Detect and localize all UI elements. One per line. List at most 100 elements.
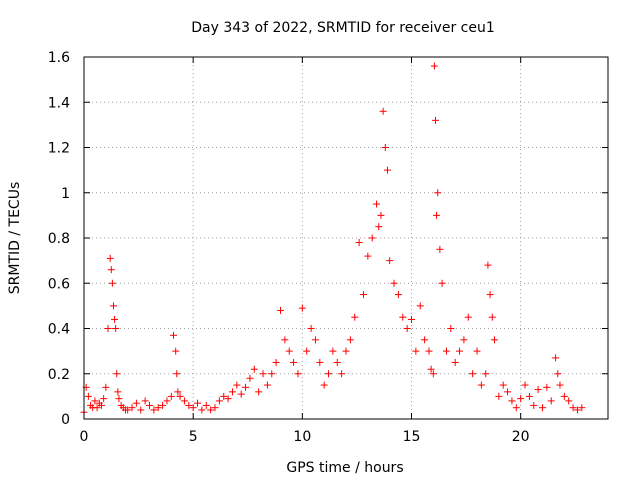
- data-point: [421, 336, 429, 344]
- y-tick-label: 0.8: [48, 231, 70, 247]
- data-point: [189, 404, 197, 412]
- data-point: [338, 370, 346, 378]
- data-point: [508, 397, 516, 405]
- data-point: [436, 245, 444, 253]
- data-point: [578, 404, 586, 412]
- data-point: [408, 315, 415, 323]
- data-point: [137, 406, 145, 414]
- y-tick-label: 0: [61, 412, 70, 428]
- data-point: [246, 374, 254, 382]
- x-tick-label: 5: [189, 429, 198, 445]
- x-tick-label: 20: [512, 429, 530, 445]
- data-point: [412, 347, 420, 355]
- y-tick-label: 0.6: [48, 276, 70, 292]
- data-point: [146, 401, 153, 409]
- data-point: [97, 401, 105, 409]
- data-point: [228, 388, 236, 396]
- data-point: [176, 392, 184, 400]
- data-point: [484, 261, 492, 269]
- data-point: [100, 395, 108, 403]
- x-tick-label: 0: [80, 429, 89, 445]
- data-point: [364, 252, 372, 260]
- data-point: [255, 388, 263, 396]
- data-point: [220, 392, 228, 400]
- data-point: [114, 388, 122, 396]
- data-point: [499, 381, 507, 389]
- data-point: [298, 304, 306, 312]
- data-point: [543, 383, 551, 391]
- data-point: [517, 395, 525, 403]
- data-point: [346, 336, 354, 344]
- data-point: [433, 211, 441, 219]
- x-tick-label: 15: [403, 429, 421, 445]
- data-point: [432, 116, 440, 124]
- data-point: [342, 347, 350, 355]
- data-point: [434, 189, 442, 197]
- data-series: [80, 62, 586, 416]
- data-point: [430, 62, 438, 70]
- data-point: [124, 406, 132, 414]
- data-point: [174, 388, 182, 396]
- y-tick-label: 1.6: [48, 50, 70, 66]
- plot-frame: [83, 56, 609, 420]
- data-point: [211, 404, 219, 412]
- data-point: [102, 383, 110, 391]
- y-tick-label: 0.4: [48, 322, 70, 338]
- data-point: [573, 406, 581, 414]
- data-point: [425, 347, 433, 355]
- y-tick-label: 1.2: [48, 141, 70, 157]
- data-point: [554, 370, 562, 378]
- data-point: [447, 325, 455, 332]
- data-point: [84, 392, 92, 400]
- data-point: [427, 365, 435, 373]
- y-tick-label: 1: [61, 186, 70, 202]
- data-point: [109, 302, 117, 310]
- data-point: [394, 291, 402, 299]
- data-point: [473, 347, 481, 355]
- data-point: [290, 358, 298, 366]
- data-point: [107, 266, 115, 274]
- data-point: [194, 399, 202, 407]
- data-point: [172, 347, 180, 355]
- data-point: [390, 279, 398, 287]
- data-point: [534, 386, 542, 394]
- data-point: [215, 397, 223, 405]
- data-point: [268, 370, 276, 378]
- data-point: [490, 336, 498, 344]
- data-point: [373, 200, 381, 208]
- data-point: [377, 211, 385, 219]
- data-point: [525, 392, 533, 400]
- data-point: [115, 395, 123, 403]
- data-point: [569, 404, 577, 412]
- data-point: [451, 358, 459, 366]
- data-point: [311, 336, 319, 344]
- data-point: [132, 399, 140, 407]
- chart-title: Day 343 of 2022, SRMTID for receiver ceu…: [191, 20, 495, 36]
- y-tick-label: 0.2: [48, 367, 70, 383]
- data-point: [488, 313, 496, 321]
- data-point: [539, 404, 546, 412]
- data-point: [560, 392, 568, 400]
- data-point: [108, 279, 116, 287]
- data-point: [106, 254, 114, 262]
- data-point: [233, 381, 241, 389]
- grid-lines: [84, 57, 608, 419]
- data-point: [242, 383, 250, 391]
- y-axis-label: SRMTID / TECUs: [7, 182, 23, 295]
- data-point: [185, 401, 193, 409]
- data-point: [329, 347, 337, 355]
- data-point: [456, 347, 464, 355]
- data-point: [556, 381, 564, 389]
- data-point: [512, 404, 520, 412]
- data-point: [224, 395, 232, 403]
- data-point: [150, 406, 158, 414]
- x-tick-label: 10: [293, 429, 311, 445]
- data-point: [180, 397, 188, 405]
- axis-ticks: 0 5 10 15 20 0 0.2 0.4 0.6 0.8 1 1.2 1.4 1.6: [48, 50, 608, 445]
- data-point: [429, 370, 437, 378]
- data-point: [386, 257, 394, 265]
- data-point: [198, 406, 206, 414]
- data-point: [438, 279, 446, 287]
- data-point: [351, 313, 359, 321]
